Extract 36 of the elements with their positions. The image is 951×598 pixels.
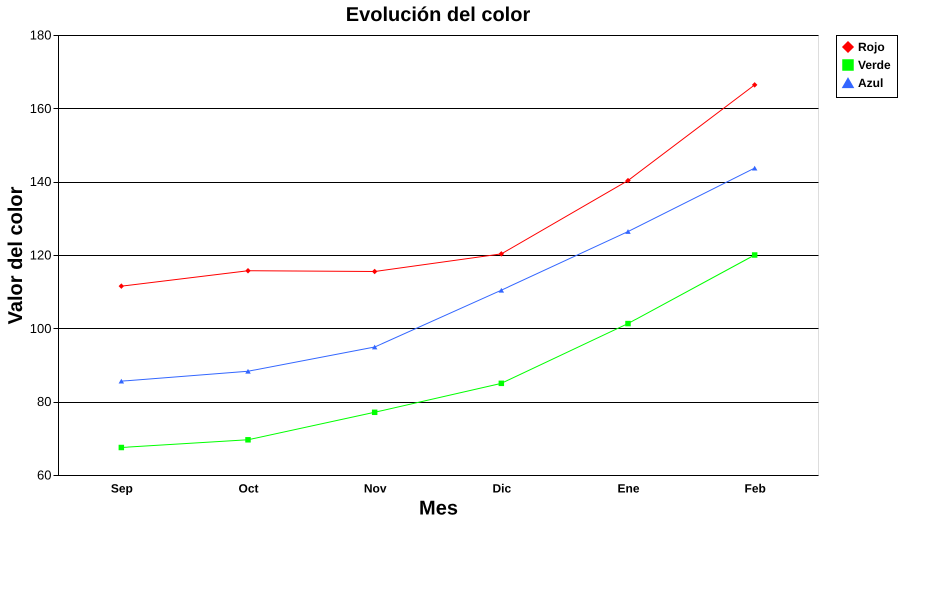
point <box>752 166 758 170</box>
y-tick-label: 60 <box>37 468 52 482</box>
point <box>498 288 504 293</box>
point <box>625 320 631 326</box>
x-tick-label: Nov <box>364 482 387 496</box>
x-tick-label: Ene <box>617 482 640 496</box>
point <box>498 251 504 257</box>
point <box>118 283 124 289</box>
y-tick-label: 160 <box>30 100 52 116</box>
y-tick-label: 120 <box>30 248 52 262</box>
point <box>372 344 378 350</box>
point <box>625 229 631 234</box>
chart-title: Evolución del color <box>346 4 530 26</box>
y-tick-label: 80 <box>37 394 52 410</box>
point <box>118 378 124 384</box>
legend-label: Verde <box>858 58 892 72</box>
legend-label: Rojo <box>858 40 885 54</box>
point <box>498 380 504 386</box>
y-tick-label: 180 <box>30 28 52 42</box>
point <box>752 252 758 258</box>
y-tick-label: 100 <box>30 320 52 336</box>
point <box>118 444 124 450</box>
point <box>752 82 758 88</box>
legend-label: Azul <box>858 76 884 90</box>
y-tick-label: 140 <box>30 174 52 190</box>
point <box>245 368 251 374</box>
x-tick-label: Oct <box>238 482 259 496</box>
x-tick-label: Dic <box>492 482 512 496</box>
x-tick-label: Sep <box>110 482 133 496</box>
point <box>245 268 251 274</box>
point <box>245 437 251 443</box>
x-axis-title: Mes <box>419 498 458 520</box>
point <box>625 178 631 184</box>
y-axis-title: Valor del color <box>4 186 27 324</box>
x-tick-label: Feb <box>744 482 766 496</box>
point <box>372 410 378 416</box>
